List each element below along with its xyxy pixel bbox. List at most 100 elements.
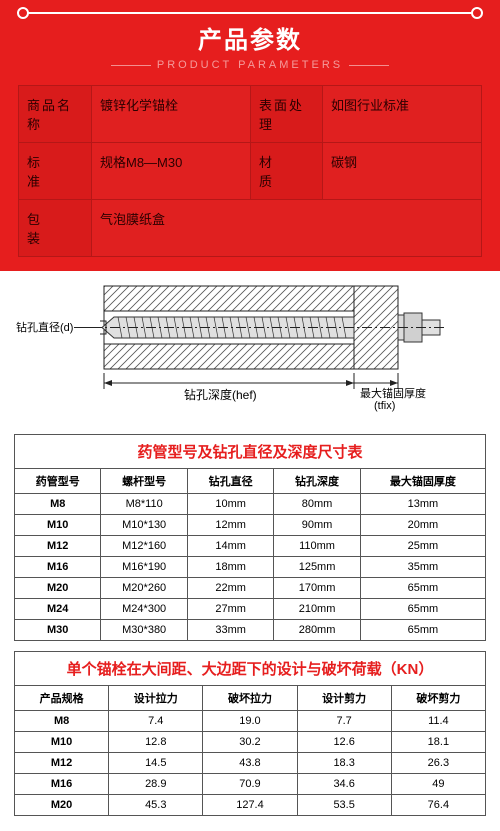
cell: 45.3	[109, 795, 203, 816]
col-header: 钻孔深度	[274, 469, 360, 494]
spec-value: 碳钢	[322, 143, 481, 199]
page-title: 产品参数	[186, 20, 314, 55]
col-header: 设计剪力	[297, 686, 391, 711]
cell: M10	[15, 515, 101, 536]
col-header: 螺杆型号	[101, 469, 188, 494]
cell: 127.4	[203, 795, 297, 816]
cell: 7.4	[109, 711, 203, 732]
cell: 7.7	[297, 711, 391, 732]
cell: 25mm	[360, 536, 485, 557]
col-header: 设计拉力	[109, 686, 203, 711]
table1-title: 药管型号及钻孔直径及深度尺寸表	[14, 434, 486, 468]
table-row: M12M12*16014mm110mm25mm	[15, 536, 486, 557]
cell: M20	[15, 578, 101, 599]
cell: 125mm	[274, 557, 360, 578]
table-row: M8M8*11010mm80mm13mm	[15, 494, 486, 515]
spec-label: 材 质	[250, 143, 322, 199]
cell: M10*130	[101, 515, 188, 536]
table2-title: 单个锚栓在大间距、大边距下的设计与破坏荷载（KN）	[14, 651, 486, 685]
cell: 14.5	[109, 753, 203, 774]
cell: 14mm	[187, 536, 273, 557]
cell: 22mm	[187, 578, 273, 599]
cell: 19.0	[203, 711, 297, 732]
page-subtitle: PRODUCT PARAMETERS	[0, 59, 500, 71]
cell: 33mm	[187, 620, 273, 641]
cell: 70.9	[203, 774, 297, 795]
cell: 90mm	[274, 515, 360, 536]
cell: M30*380	[101, 620, 188, 641]
cell: M10	[15, 732, 109, 753]
cell: 34.6	[297, 774, 391, 795]
cell: M12*160	[101, 536, 188, 557]
cell: 27mm	[187, 599, 273, 620]
cell: M24*300	[101, 599, 188, 620]
load-table: 产品规格设计拉力破坏拉力设计剪力破坏剪力M87.419.07.711.4M101…	[14, 685, 486, 816]
spec-table: 商品名称镀锌化学锚栓表面处理如图行业标准标 准规格M8—M30材 质碳钢包 装气…	[18, 85, 482, 257]
table-row: M16M16*19018mm125mm35mm	[15, 557, 486, 578]
spec-label: 表面处理	[250, 86, 322, 142]
cell: 12mm	[187, 515, 273, 536]
cell: 13mm	[360, 494, 485, 515]
cell: 35mm	[360, 557, 485, 578]
content-area: 钻孔直径(d) 钻孔深度(hef) 最大锚固厚度 (tfix) 药管型号及钻孔直…	[0, 271, 500, 831]
cell: M30	[15, 620, 101, 641]
cell: 43.8	[203, 753, 297, 774]
cell: 11.4	[391, 711, 485, 732]
col-header: 钻孔直径	[187, 469, 273, 494]
table-row: M1214.543.818.326.3	[15, 753, 486, 774]
spec-value: 气泡膜纸盒	[91, 200, 481, 256]
label-hef: 钻孔深度(hef)	[184, 387, 257, 402]
cell: M20*260	[101, 578, 188, 599]
page-header: 产品参数 PRODUCT PARAMETERS	[0, 20, 500, 71]
label-tfix1: 最大锚固厚度	[360, 386, 426, 400]
table-row: M87.419.07.711.4	[15, 711, 486, 732]
cell: 49	[391, 774, 485, 795]
table-row: M10M10*13012mm90mm20mm	[15, 515, 486, 536]
cell: 10mm	[187, 494, 273, 515]
cell: 65mm	[360, 578, 485, 599]
bolt-diagram: 钻孔直径(d) 钻孔深度(hef) 最大锚固厚度 (tfix)	[14, 281, 486, 421]
label-tfix2: (tfix)	[374, 400, 395, 412]
cell: 80mm	[274, 494, 360, 515]
cell: 53.5	[297, 795, 391, 816]
cell: 65mm	[360, 620, 485, 641]
spec-label: 商品名称	[19, 86, 91, 142]
spec-label: 标 准	[19, 143, 91, 199]
cell: 12.6	[297, 732, 391, 753]
table-row: M30M30*38033mm280mm65mm	[15, 620, 486, 641]
label-d: 钻孔直径(d)	[16, 320, 73, 334]
size-table: 药管型号螺杆型号钻孔直径钻孔深度最大锚固厚度M8M8*11010mm80mm13…	[14, 468, 486, 641]
cell: M12	[15, 753, 109, 774]
table-row: M1628.970.934.649	[15, 774, 486, 795]
cell: M8	[15, 711, 109, 732]
cell: M12	[15, 536, 101, 557]
cell: 26.3	[391, 753, 485, 774]
cell: 18.3	[297, 753, 391, 774]
cell: 18.1	[391, 732, 485, 753]
cell: M8*110	[101, 494, 188, 515]
col-header: 破坏拉力	[203, 686, 297, 711]
table-row: M24M24*30027mm210mm65mm	[15, 599, 486, 620]
cell: 76.4	[391, 795, 485, 816]
col-header: 药管型号	[15, 469, 101, 494]
cell: 28.9	[109, 774, 203, 795]
cell: 280mm	[274, 620, 360, 641]
table-row: M2045.3127.453.576.4	[15, 795, 486, 816]
cell: 30.2	[203, 732, 297, 753]
col-header: 产品规格	[15, 686, 109, 711]
cell: M16	[15, 774, 109, 795]
cell: 20mm	[360, 515, 485, 536]
cell: 110mm	[274, 536, 360, 557]
table-row: M20M20*26022mm170mm65mm	[15, 578, 486, 599]
spec-row: 标 准规格M8—M30材 质碳钢	[19, 142, 481, 199]
cell: 210mm	[274, 599, 360, 620]
cell: M8	[15, 494, 101, 515]
cell: M24	[15, 599, 101, 620]
spec-row: 商品名称镀锌化学锚栓表面处理如图行业标准	[19, 86, 481, 142]
cell: M16*190	[101, 557, 188, 578]
spec-row: 包 装气泡膜纸盒	[19, 199, 481, 256]
spec-value: 镀锌化学锚栓	[91, 86, 250, 142]
table-row: M1012.830.212.618.1	[15, 732, 486, 753]
spec-value: 规格M8—M30	[91, 143, 250, 199]
cell: 12.8	[109, 732, 203, 753]
